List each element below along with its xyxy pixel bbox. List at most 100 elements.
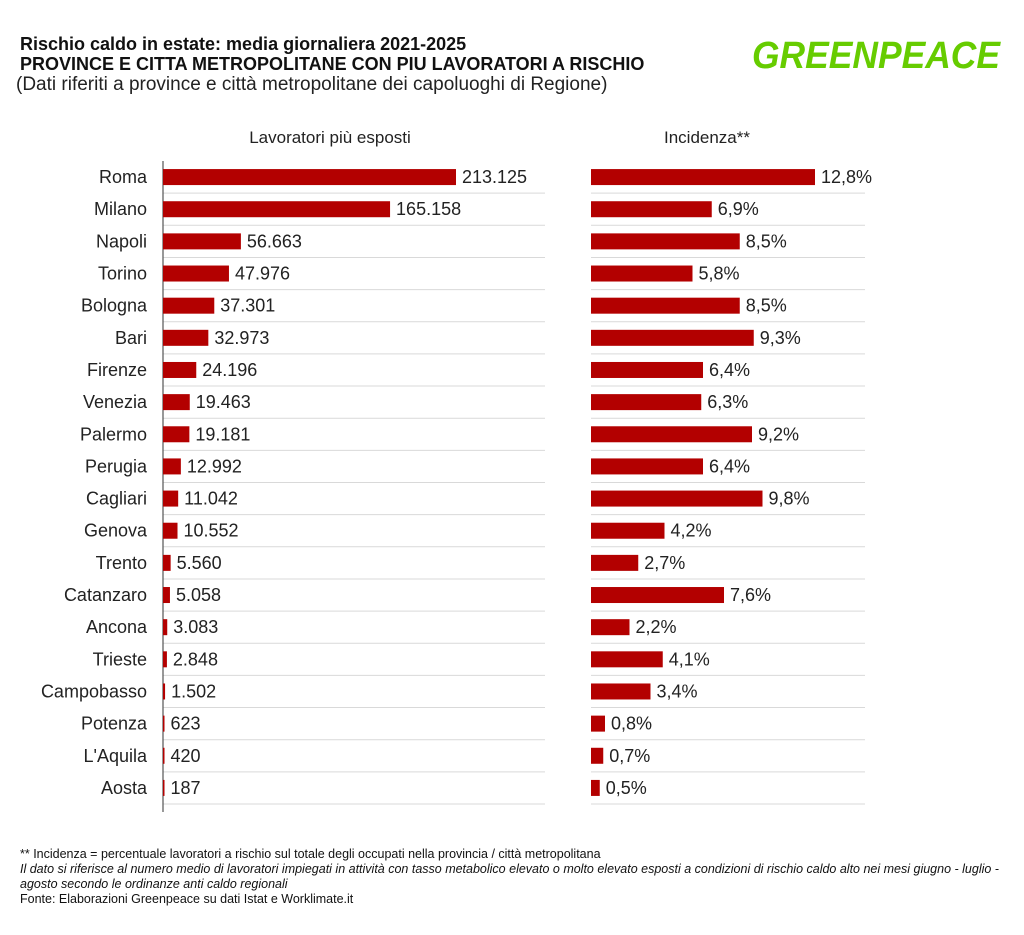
bar-workers xyxy=(163,458,181,475)
greenpeace-logo: GREENPEACE xyxy=(752,35,1002,76)
bar-incidence xyxy=(591,394,702,411)
series-header-incidence: Incidenza** xyxy=(664,128,750,147)
data-label-incidence: 0,8% xyxy=(611,714,652,734)
data-label-workers: 5.058 xyxy=(176,585,221,605)
category-label: Cagliari xyxy=(86,489,147,509)
data-label-incidence: 8,5% xyxy=(746,231,787,251)
category-label: Bari xyxy=(115,328,147,348)
footer-notes: ** Incidenza = percentuale lavoratori a … xyxy=(20,847,1010,907)
category-label: L'Aquila xyxy=(84,746,148,766)
data-label-workers: 11.042 xyxy=(184,489,238,509)
data-label-incidence: 4,1% xyxy=(669,649,710,669)
data-label-incidence: 3,4% xyxy=(657,681,698,701)
bar-incidence xyxy=(591,587,724,604)
bars-incidence: 12,8% 6,9% 8,5% 5,8% 8,5% 9,3% 6,4% 6,3% 9,2% 6,4… xyxy=(591,167,872,798)
category-label: Firenze xyxy=(87,360,147,380)
bar-workers xyxy=(163,297,215,314)
data-label-incidence: 9,8% xyxy=(769,489,810,509)
footnote-explanation: Il dato si riferisce al numero medio di … xyxy=(20,862,999,891)
data-label-incidence: 0,7% xyxy=(609,746,650,766)
bar-incidence xyxy=(591,554,639,571)
bar-incidence xyxy=(591,715,605,732)
bar-workers xyxy=(163,779,165,796)
data-label-incidence: 6,4% xyxy=(709,360,750,380)
bar-workers xyxy=(163,651,167,668)
data-label-workers: 187 xyxy=(171,778,201,798)
bar-workers xyxy=(163,169,456,186)
bar-incidence xyxy=(591,201,712,218)
bar-workers xyxy=(163,587,170,604)
category-label: Potenza xyxy=(81,714,148,734)
bar-incidence xyxy=(591,265,693,282)
data-label-workers: 213.125 xyxy=(462,167,527,187)
bar-incidence xyxy=(591,426,752,443)
data-label-incidence: 2,7% xyxy=(644,553,685,573)
chart-note: (Dati riferiti a province e città metrop… xyxy=(16,74,608,95)
data-label-incidence: 8,5% xyxy=(746,296,787,316)
grid-lines-right xyxy=(591,192,865,805)
bar-incidence xyxy=(591,297,740,314)
grid-lines-left xyxy=(163,192,545,805)
bar-incidence xyxy=(591,619,630,636)
data-label-workers: 165.158 xyxy=(396,199,461,219)
bar-workers xyxy=(163,522,178,539)
bar-workers xyxy=(163,329,209,346)
bar-workers xyxy=(163,233,241,250)
data-label-incidence: 9,3% xyxy=(760,328,801,348)
footnote-definition: ** Incidenza = percentuale lavoratori a … xyxy=(20,847,601,861)
category-label: Perugia xyxy=(85,456,148,476)
series-header-workers: Lavoratori più esposti xyxy=(249,128,411,147)
logo-text: GREENPEACE xyxy=(752,35,1002,76)
bar-workers xyxy=(163,394,190,411)
bar-workers xyxy=(163,619,168,636)
chart-title: Rischio caldo in estate: media giornalie… xyxy=(20,34,467,54)
bar-workers xyxy=(163,201,391,218)
data-label-workers: 19.463 xyxy=(196,392,251,412)
data-label-incidence: 6,4% xyxy=(709,456,750,476)
category-label: Palermo xyxy=(80,424,147,444)
data-label-workers: 1.502 xyxy=(171,681,216,701)
category-label: Ancona xyxy=(86,617,148,637)
bar-incidence xyxy=(591,233,740,250)
bar-incidence xyxy=(591,458,703,475)
category-label: Campobasso xyxy=(41,681,147,701)
bar-incidence xyxy=(591,779,600,796)
bar-incidence xyxy=(591,329,754,346)
data-label-workers: 623 xyxy=(171,714,201,734)
bar-incidence xyxy=(591,522,665,539)
data-label-workers: 12.992 xyxy=(187,456,242,476)
bar-incidence xyxy=(591,169,815,186)
bar-workers xyxy=(163,683,166,700)
data-label-workers: 24.196 xyxy=(202,360,257,380)
data-label-incidence: 5,8% xyxy=(699,264,740,284)
data-label-incidence: 7,6% xyxy=(730,585,771,605)
category-label: Milano xyxy=(94,199,147,219)
data-label-workers: 32.973 xyxy=(214,328,269,348)
bar-workers xyxy=(163,426,190,443)
bar-workers xyxy=(163,490,179,507)
bar-workers xyxy=(163,715,165,732)
data-label-workers: 56.663 xyxy=(247,231,302,251)
bar-workers xyxy=(163,747,165,764)
data-label-workers: 47.976 xyxy=(235,264,290,284)
bar-incidence xyxy=(591,490,763,507)
data-label-incidence: 0,5% xyxy=(606,778,647,798)
category-label: Roma xyxy=(99,167,148,187)
data-label-incidence: 9,2% xyxy=(758,424,799,444)
category-label: Venezia xyxy=(83,392,148,412)
data-label-workers: 420 xyxy=(171,746,201,766)
data-label-incidence: 12,8% xyxy=(821,167,872,187)
data-label-incidence: 6,9% xyxy=(718,199,759,219)
bar-workers xyxy=(163,265,229,282)
bar-workers xyxy=(163,361,197,378)
data-label-workers: 19.181 xyxy=(195,424,250,444)
category-label: Trento xyxy=(96,553,147,573)
data-label-incidence: 6,3% xyxy=(707,392,748,412)
data-label-incidence: 2,2% xyxy=(636,617,677,637)
data-label-workers: 3.083 xyxy=(173,617,218,637)
chart-subtitle: PROVINCE E CITTA METROPOLITANE CON PIU L… xyxy=(20,54,645,74)
category-label: Genova xyxy=(84,521,148,541)
bar-incidence xyxy=(591,747,604,764)
data-label-workers: 5.560 xyxy=(177,553,222,573)
